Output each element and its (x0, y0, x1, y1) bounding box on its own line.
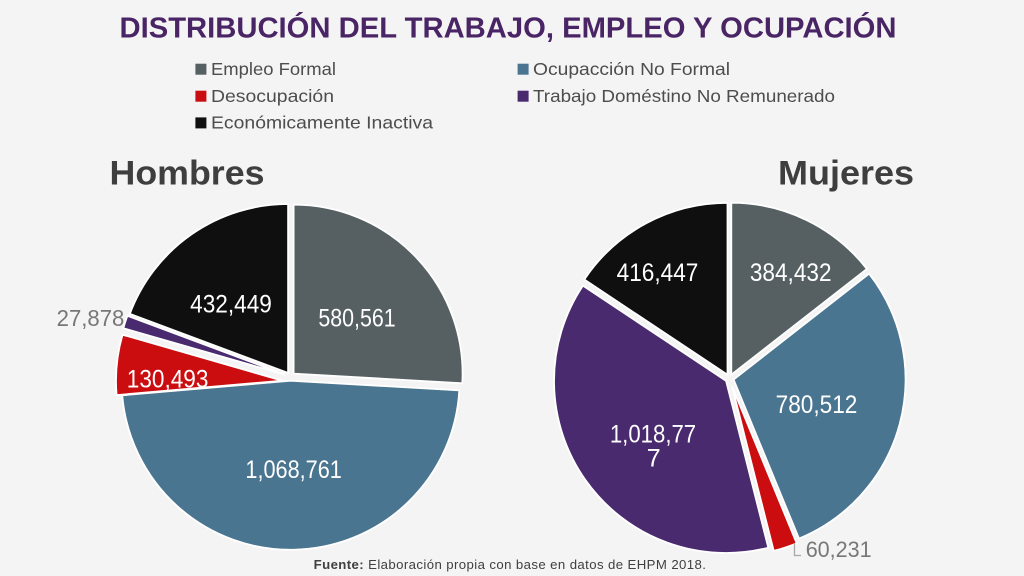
svg-text:Mujeres: Mujeres (778, 154, 914, 192)
svg-text:DISTRIBUCIÓN DEL TRABAJO, EMP: DISTRIBUCIÓN DEL TRABAJO, EMPLEO Y OCUPA… (120, 11, 897, 45)
svg-text:1,018,77: 1,018,77 (610, 421, 696, 449)
svg-text:580,561: 580,561 (318, 304, 395, 332)
svg-text:130,493: 130,493 (127, 365, 209, 393)
svg-text:1,068,761: 1,068,761 (245, 456, 341, 484)
svg-text:Hombres: Hombres (110, 154, 265, 192)
svg-text:Empleo Formal: Empleo Formal (211, 59, 336, 79)
svg-text:Trabajo Doméstino No Remunerad: Trabajo Doméstino No Remunerado (533, 86, 835, 106)
svg-text:384,432: 384,432 (750, 259, 832, 287)
svg-text:60,231: 60,231 (806, 537, 872, 562)
svg-text:7: 7 (647, 445, 661, 473)
svg-text:Fuente: Elaboración propia con: Fuente: Elaboración propia con base en d… (314, 557, 707, 572)
svg-text:Ocupacción No Formal: Ocupacción No Formal (533, 59, 730, 79)
svg-text:Desocupación: Desocupación (211, 86, 334, 106)
svg-text:27,878: 27,878 (57, 305, 125, 331)
svg-text:432,449: 432,449 (190, 291, 272, 319)
svg-text:416,447: 416,447 (617, 259, 699, 287)
svg-text:780,512: 780,512 (776, 391, 858, 419)
svg-text:Económicamente Inactiva: Económicamente Inactiva (211, 113, 433, 133)
